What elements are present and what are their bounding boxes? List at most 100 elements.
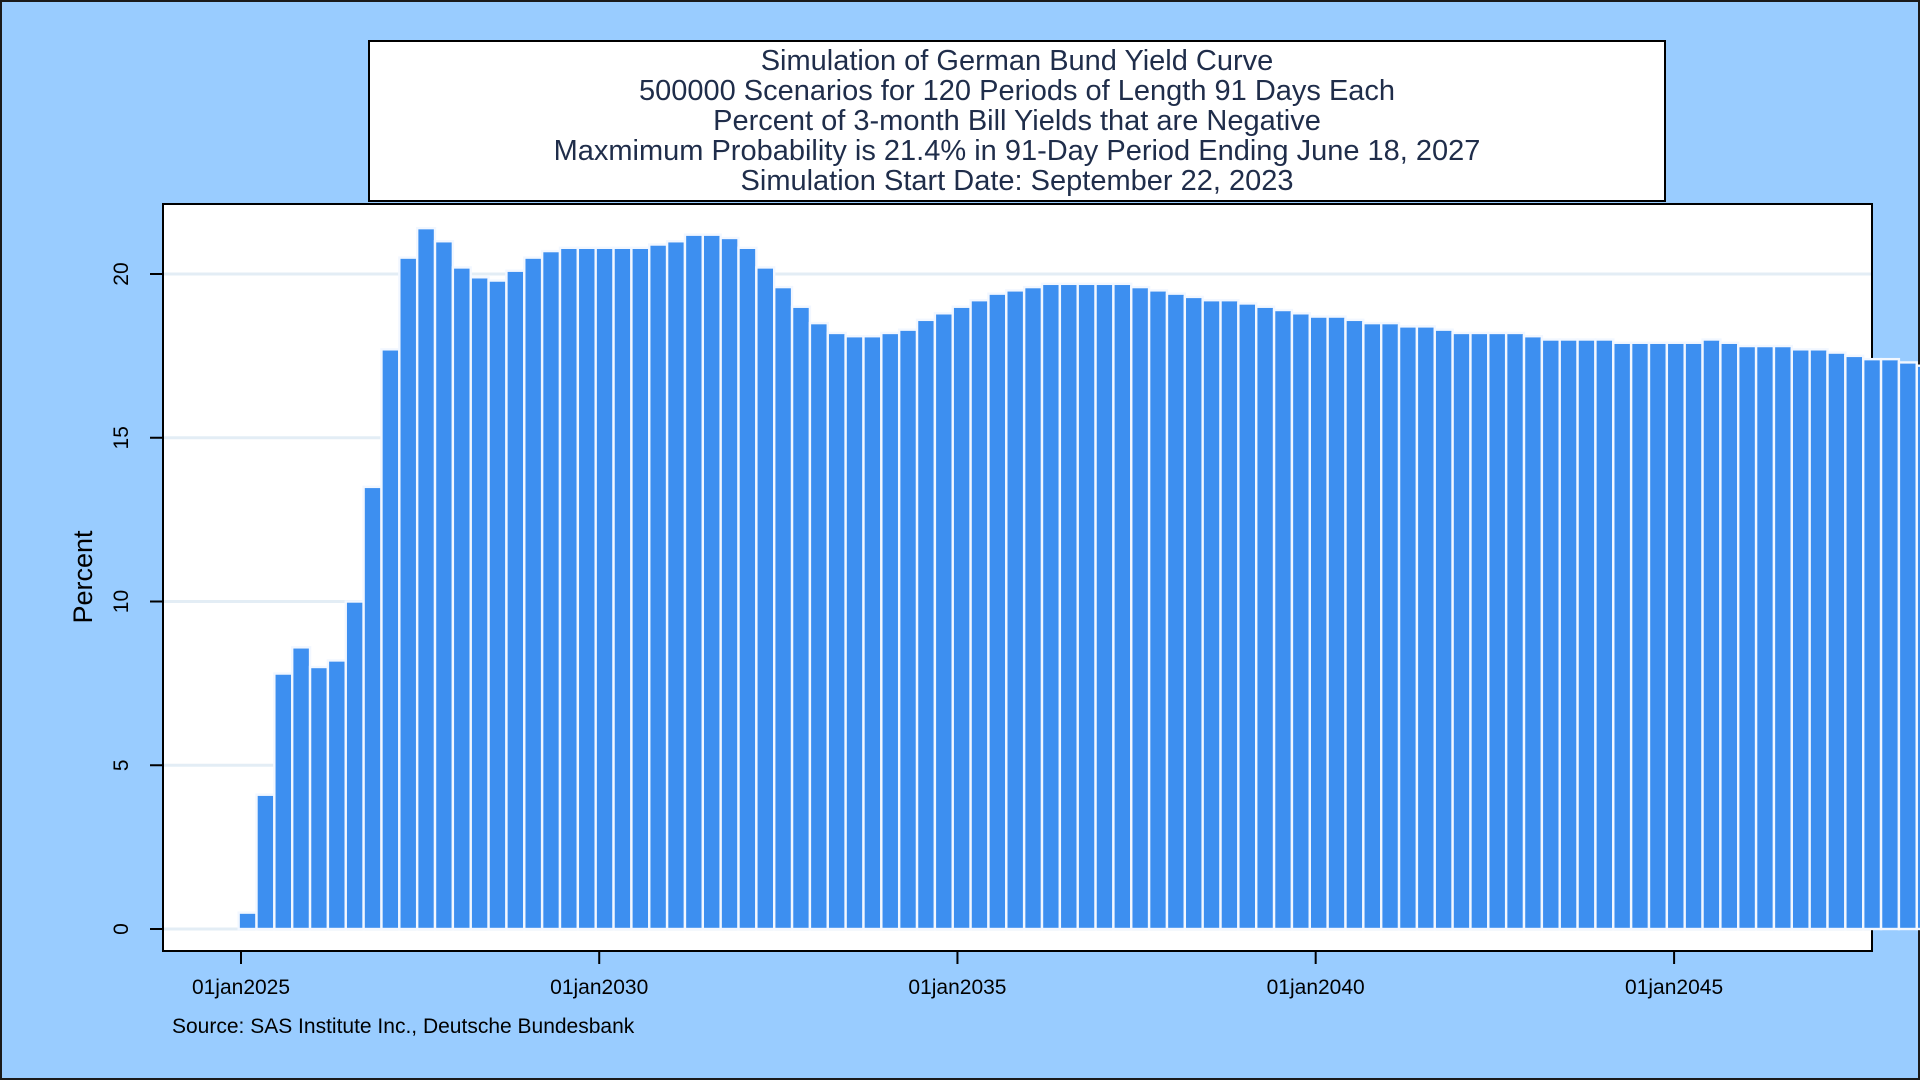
y-tick-label: 5 <box>110 759 133 771</box>
bar <box>1522 335 1544 931</box>
bar <box>291 646 312 931</box>
bar <box>380 348 401 931</box>
bar <box>1058 282 1079 931</box>
bar <box>451 266 472 931</box>
bar <box>594 246 615 931</box>
chart-title: Simulation of German Bund Yield Curve <box>761 45 1274 77</box>
bar <box>1469 331 1490 931</box>
bar <box>790 305 812 931</box>
bar <box>1255 305 1276 931</box>
bar <box>665 240 687 931</box>
bar <box>1326 315 1347 931</box>
bar <box>523 256 544 931</box>
bar <box>1362 321 1383 931</box>
bar <box>1094 282 1115 931</box>
bar <box>683 233 705 931</box>
x-tick-label: 01jan2035 <box>908 976 1006 999</box>
bar <box>1683 341 1704 931</box>
bar <box>326 659 347 931</box>
bar <box>648 243 669 931</box>
y-tick-label: 0 <box>110 923 133 935</box>
bar <box>433 240 455 931</box>
bar <box>1594 338 1615 931</box>
bar <box>719 236 740 931</box>
bar <box>558 246 580 931</box>
x-axis-ticks: 01jan2025 01jan2030 01jan2035 01jan2040 01ja… <box>192 951 1723 999</box>
bar <box>1237 302 1258 931</box>
bar <box>1719 341 1740 931</box>
chart-subtitle-scenarios: 500000 Scenarios for 120 Periods of Leng… <box>639 75 1395 107</box>
y-axis-title: Percent <box>68 530 98 624</box>
bar <box>1862 357 1883 931</box>
y-tick-label: 10 <box>110 590 133 613</box>
bar <box>237 911 258 931</box>
bar <box>1451 331 1472 931</box>
bar <box>915 318 937 931</box>
bar <box>1790 348 1811 931</box>
bar <box>362 485 383 931</box>
bar <box>773 285 794 931</box>
bar <box>737 246 758 931</box>
axes <box>162 204 1872 952</box>
bar <box>755 266 776 931</box>
bar <box>1272 308 1294 931</box>
bar <box>1879 357 1901 931</box>
bar <box>1826 351 1847 931</box>
bar <box>1754 344 1776 931</box>
bar <box>897 328 919 931</box>
bar <box>1147 289 1169 931</box>
bar <box>951 305 972 931</box>
title-box-frame <box>368 40 1666 202</box>
bar <box>1612 341 1633 931</box>
bar <box>1701 338 1722 931</box>
y-axis-ticks: 0 5 10 15 20 <box>110 262 163 935</box>
bar <box>1808 348 1829 931</box>
bar <box>1005 289 1026 931</box>
chart-subtitle-measure: Percent of 3-month Bill Yields that are … <box>713 105 1321 137</box>
bar <box>1647 341 1669 931</box>
bar <box>540 249 562 931</box>
bar <box>1576 338 1597 931</box>
source-note: Source: SAS Institute Inc., Deutsche Bun… <box>172 1015 635 1038</box>
bar <box>1504 331 1526 931</box>
bar <box>862 335 883 931</box>
bar <box>630 246 651 931</box>
bar <box>1844 354 1865 931</box>
bar <box>398 256 419 931</box>
bar <box>612 246 633 931</box>
bar <box>1219 299 1240 931</box>
bar <box>1379 321 1401 931</box>
bar <box>826 331 847 931</box>
bar <box>1772 344 1793 931</box>
bar <box>969 299 990 931</box>
bar <box>273 672 294 931</box>
bar <box>1165 292 1187 931</box>
bar <box>1540 338 1561 931</box>
bar <box>1397 325 1419 931</box>
bar <box>415 226 437 931</box>
bar <box>344 600 365 931</box>
bar <box>1112 282 1133 931</box>
bar <box>1022 285 1044 931</box>
bar <box>1183 295 1204 931</box>
bar <box>1076 282 1097 931</box>
y-tick-label: 15 <box>110 426 133 449</box>
bar <box>1915 364 1920 931</box>
title-box: Simulation of German Bund Yield Curve 50… <box>368 40 1666 202</box>
bar <box>1665 341 1686 931</box>
bar <box>1558 338 1579 931</box>
bar <box>255 793 276 931</box>
x-tick-label: 01jan2045 <box>1625 976 1723 999</box>
x-tick-label: 01jan2030 <box>550 976 648 999</box>
x-tick-label: 01jan2040 <box>1267 976 1365 999</box>
bar <box>1415 325 1436 931</box>
bar <box>1201 299 1222 931</box>
bar <box>308 665 330 931</box>
bar <box>1897 361 1918 931</box>
bar <box>808 321 829 931</box>
bar <box>469 276 490 931</box>
bar <box>1040 282 1062 931</box>
bar <box>880 331 901 931</box>
